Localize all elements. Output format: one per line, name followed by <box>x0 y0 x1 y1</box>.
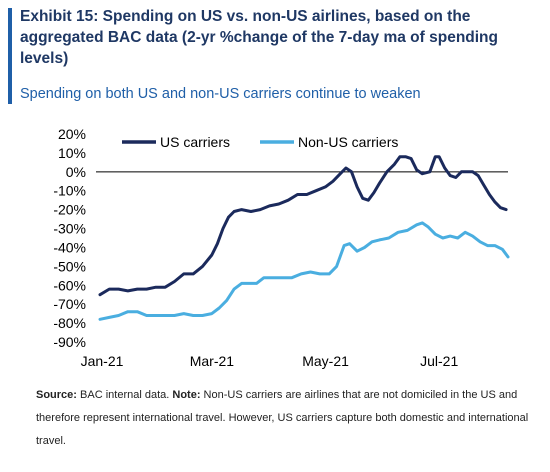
exhibit-frame: Exhibit 15: Spending on US vs. non-US ai… <box>8 0 542 472</box>
source-label: Source: <box>36 389 77 401</box>
x-tick-label: Jan-21 <box>81 353 124 369</box>
y-tick-label: -40% <box>53 239 86 255</box>
y-tick-label: 0% <box>66 164 86 180</box>
note-text: Non-US carriers are airlines that are no… <box>36 389 529 447</box>
y-tick-label: -50% <box>53 258 86 274</box>
chart-title: Exhibit 15: Spending on US vs. non-US ai… <box>20 8 498 67</box>
y-tick-label: -90% <box>53 334 86 350</box>
us-carriers-line <box>98 155 508 297</box>
y-tick-label: -70% <box>53 296 86 312</box>
us-carriers-legend-label: US carriers <box>160 134 230 150</box>
y-tick-label: -80% <box>53 315 86 331</box>
non-us-carriers-line <box>98 221 510 321</box>
x-tick-label: Jul-21 <box>420 353 458 369</box>
source-note: Source: BAC internal data. Note: Non-US … <box>36 384 536 453</box>
y-tick-label: -20% <box>53 202 86 218</box>
series-layer <box>98 155 510 321</box>
y-tick-label: 10% <box>58 145 86 161</box>
line-chart: 20% 10% 0% -10% -20% -30% -40% -50% -60% -70% -80%… <box>53 126 510 369</box>
x-tick-label: Mar-21 <box>190 353 235 369</box>
y-tick-label: -60% <box>53 277 86 293</box>
y-tick-label: -30% <box>53 221 86 237</box>
y-tick-label: 20% <box>58 126 86 142</box>
legend: US carriers Non-US carriers <box>122 134 398 150</box>
chart-subtitle: Spending on both US and non-US carriers … <box>20 86 421 102</box>
y-tick-label: -10% <box>53 183 86 199</box>
source-text: BAC internal data. <box>80 389 170 401</box>
non-us-carriers-legend-label: Non-US carriers <box>298 134 398 150</box>
note-label: Note: <box>172 389 201 401</box>
x-tick-label: May-21 <box>302 353 349 369</box>
accent-bar <box>8 8 12 104</box>
x-axis: Jan-21 Mar-21 May-21 Jul-21 <box>81 353 459 369</box>
y-axis: 20% 10% 0% -10% -20% -30% -40% -50% -60% -70% -80%… <box>53 126 86 350</box>
